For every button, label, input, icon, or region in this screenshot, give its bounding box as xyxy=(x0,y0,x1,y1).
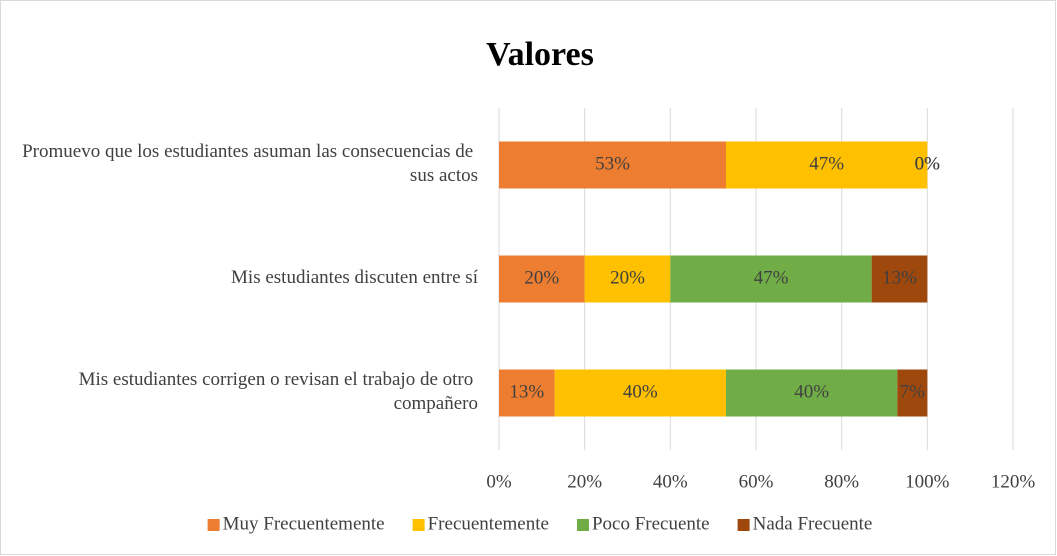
legend-swatch xyxy=(737,519,750,531)
y-tick-label: Mis estudiantes discuten entre sí xyxy=(231,267,479,288)
chart-title: Valores xyxy=(486,36,594,73)
legend-label: Poco Frecuente xyxy=(592,513,710,534)
legend-label: Muy Frecuentemente xyxy=(223,513,385,534)
data-label: 0% xyxy=(915,153,941,174)
bar-segment xyxy=(499,369,555,417)
x-tick-label: 0% xyxy=(486,471,512,492)
legend-swatch xyxy=(576,519,589,531)
data-label: 7% xyxy=(900,381,926,402)
legend: Muy Frecuentemente Frecuentemente Poco Fre… xyxy=(207,513,873,534)
data-label: 40% xyxy=(794,381,829,402)
data-label: 53% xyxy=(595,153,630,174)
x-tick-label: 40% xyxy=(653,471,688,492)
data-label: 13% xyxy=(882,267,917,288)
bar-segment xyxy=(499,141,727,189)
x-tick-label: 20% xyxy=(567,471,602,492)
legend-label: Frecuentemente xyxy=(428,513,549,534)
x-tick-label: 120% xyxy=(991,471,1036,492)
legend-swatch xyxy=(207,519,220,531)
bar-segment xyxy=(670,255,872,303)
data-label: 40% xyxy=(623,381,658,402)
bar-segment xyxy=(897,369,928,417)
data-label: 20% xyxy=(610,267,645,288)
bar-segment xyxy=(726,141,928,189)
bar-segment xyxy=(871,255,928,303)
y-tick-label: Promuevo que los estudiantes asuman las … xyxy=(22,141,478,186)
x-tick-label: 100% xyxy=(905,471,950,492)
data-label: 13% xyxy=(509,381,544,402)
legend-swatch xyxy=(412,519,425,531)
bar-segment xyxy=(584,255,671,303)
x-tick-label: 80% xyxy=(824,471,859,492)
bar-segment xyxy=(554,369,727,417)
bar-segment xyxy=(499,255,585,303)
bar-segment xyxy=(726,369,898,417)
y-tick-label: Mis estudiantes corrigen o revisan el tr… xyxy=(79,369,478,414)
data-label: 47% xyxy=(809,153,844,174)
data-label: 47% xyxy=(754,267,789,288)
legend-label: Nada Frecuente xyxy=(753,513,873,534)
data-label: 0% xyxy=(915,153,941,174)
x-tick-label: 60% xyxy=(739,471,774,492)
data-label: 20% xyxy=(524,267,559,288)
